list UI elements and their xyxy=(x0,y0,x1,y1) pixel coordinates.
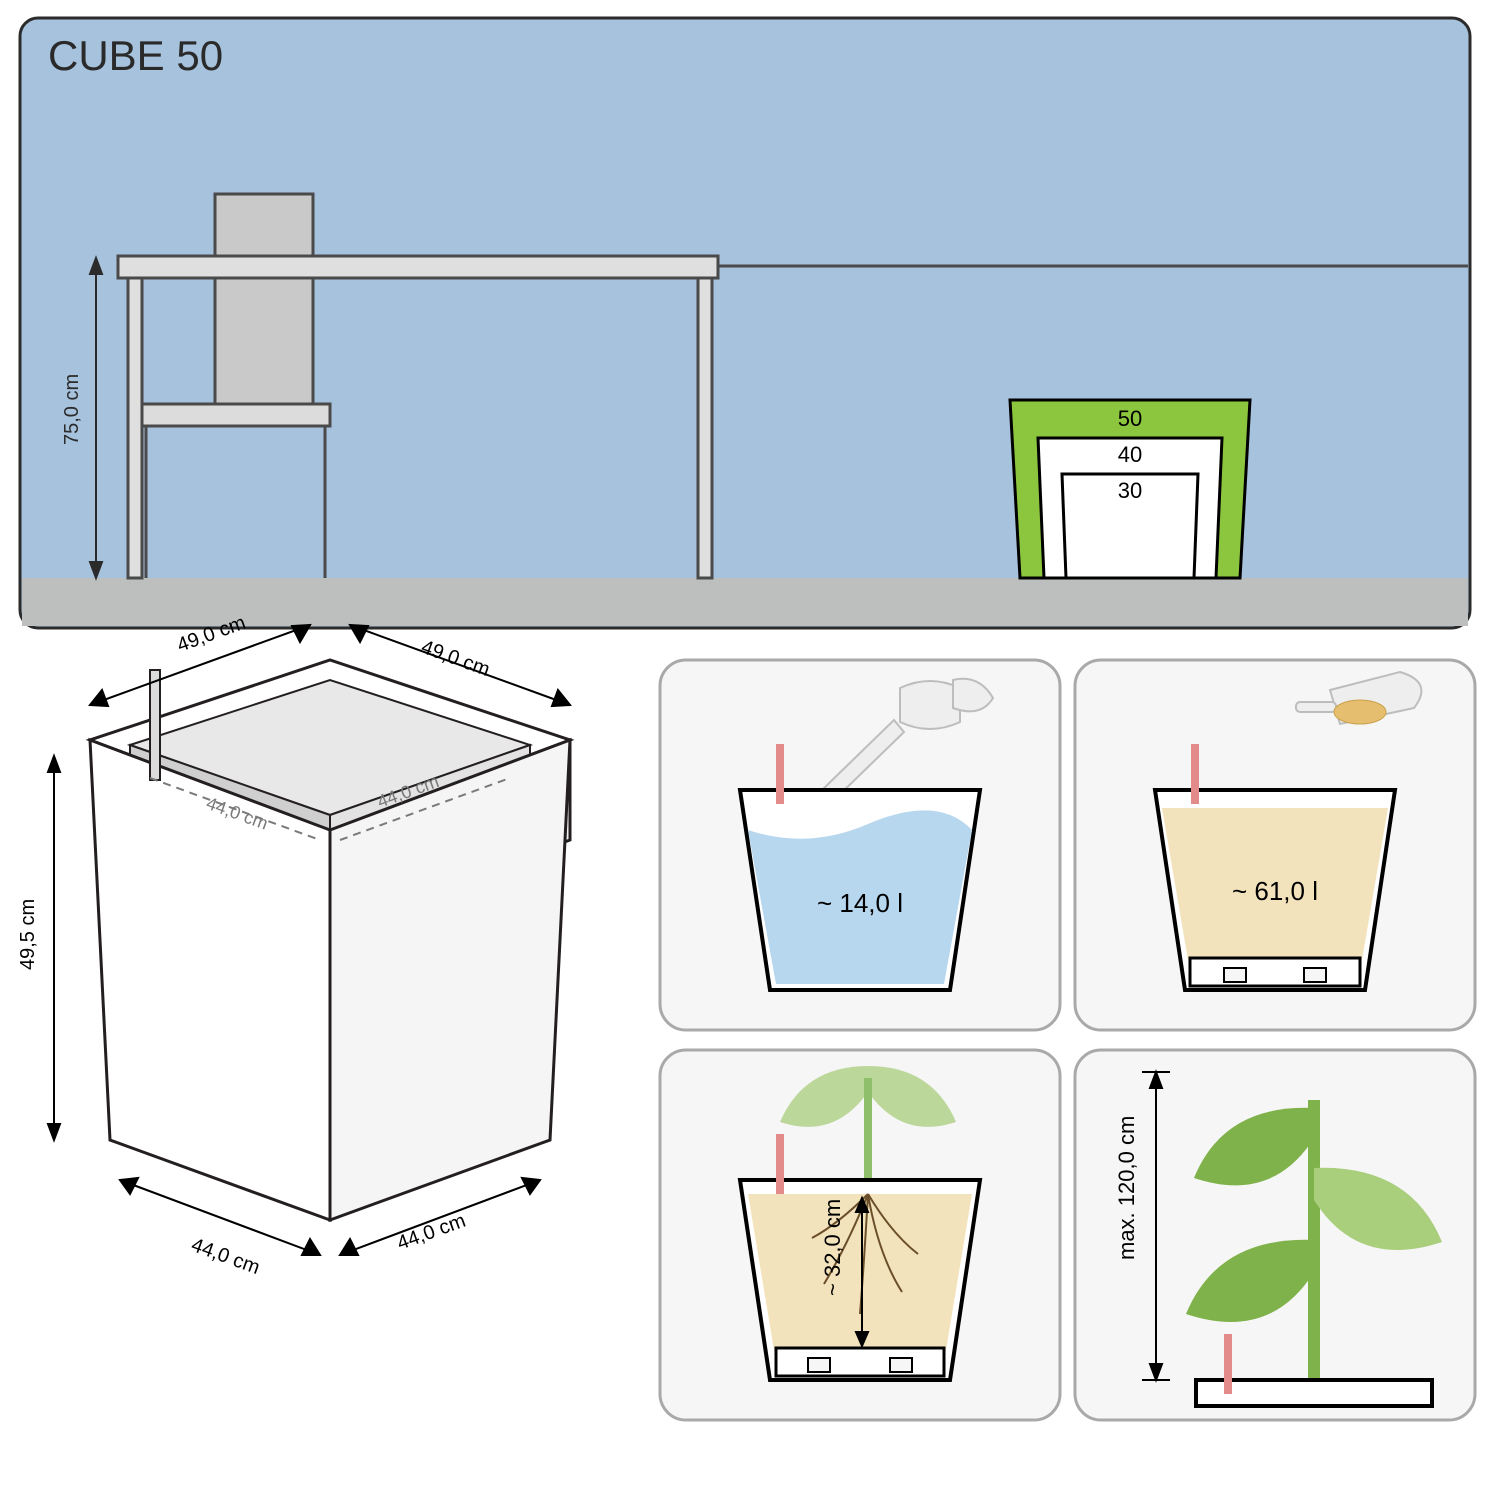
panel-roots: ~ 32,0 cm xyxy=(660,1050,1060,1420)
cube-inner: 30 xyxy=(1062,474,1198,578)
iso-base-d: 44,0 cm xyxy=(394,1210,468,1255)
iso-base-w: 44,0 cm xyxy=(188,1234,262,1279)
scale-scene: CUBE 50 75,0 cm 50 xyxy=(20,18,1470,628)
cube-outer-label: 50 xyxy=(1118,406,1142,431)
cube-inner-label: 30 xyxy=(1118,478,1142,503)
panel-max: max. 120,0 cm xyxy=(1075,1050,1475,1420)
iso-outer-d: 49,0 cm xyxy=(418,636,492,681)
panel-water: ~ 14,0 l xyxy=(660,660,1060,1030)
iso-height: 49,5 cm xyxy=(17,899,39,970)
panel-soil: ~ 61,0 l xyxy=(1075,660,1475,1030)
panel-max-label: max. 120,0 cm xyxy=(1114,1116,1139,1260)
panel-soil-label: ~ 61,0 l xyxy=(1232,876,1318,906)
table-height-label: 75,0 cm xyxy=(61,374,83,445)
iso-planter: 49,0 cm 49,0 cm 44,0 cm 44,0 cm 49,5 cm … xyxy=(17,612,570,1279)
cube-mid-label: 40 xyxy=(1118,442,1142,467)
panel-roots-label: ~ 32,0 cm xyxy=(820,1199,845,1296)
scene-title: CUBE 50 xyxy=(48,32,223,79)
panel-water-label: ~ 14,0 l xyxy=(817,888,903,918)
